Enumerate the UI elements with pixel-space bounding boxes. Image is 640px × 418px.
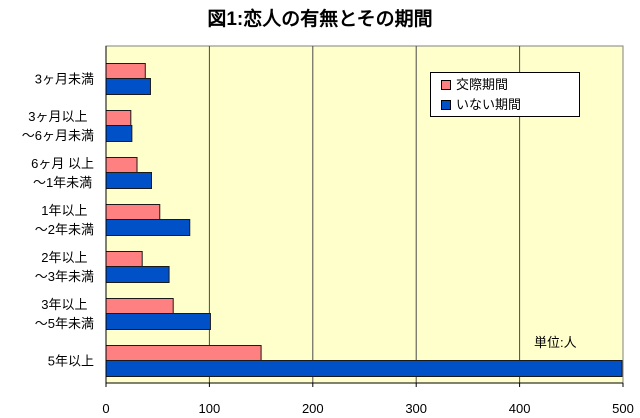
legend: 交際期間 いない期間 — [430, 72, 580, 117]
legend-item-single-period: いない期間 — [441, 96, 521, 114]
legend-label-single-period: いない期間 — [456, 97, 522, 112]
bar-dating-period-6 — [105, 345, 262, 361]
x-axis-ticks — [105, 383, 624, 387]
category-label-5: 3年以上 ～5年未満 — [34, 296, 94, 331]
category-label-3: 1年以上 ～2年未満 — [34, 202, 94, 237]
bar-dating-period-5 — [105, 298, 174, 314]
chart-title: 図1:恋人の有無とその期間 — [207, 9, 433, 30]
bar-single-period-1 — [105, 125, 133, 142]
legend-swatch-dating-period — [441, 80, 451, 90]
x-tick-label-300: 300 — [405, 401, 428, 416]
x-tick-label-100: 100 — [198, 401, 221, 416]
category-label-6: 5年以上 — [47, 353, 94, 368]
x-tick-label-0: 0 — [102, 401, 110, 416]
category-label-2: 6ヶ月 以上 ～1年未満 — [31, 155, 94, 190]
category-label-0: 3ヶ月未満 — [34, 71, 94, 86]
bar-dating-period-1 — [105, 110, 132, 126]
bar-single-period-5 — [105, 313, 211, 330]
bar-dating-period-0 — [105, 63, 146, 79]
bar-single-period-3 — [105, 219, 191, 236]
legend-item-dating-period: 交際期間 — [441, 76, 508, 94]
bar-single-period-2 — [105, 172, 152, 189]
bar-dating-period-4 — [105, 251, 143, 267]
x-tick-label-200: 200 — [301, 401, 324, 416]
bars — [105, 63, 623, 377]
legend-label-dating-period: 交際期間 — [456, 77, 509, 92]
legend-swatch-single-period — [441, 100, 451, 110]
bar-dating-period-3 — [105, 204, 161, 220]
bar-single-period-6 — [105, 360, 623, 377]
unit-annotation: 単位:人 — [534, 335, 577, 350]
x-tick-label-400: 400 — [508, 401, 531, 416]
bar-single-period-4 — [105, 266, 170, 283]
bar-dating-period-2 — [105, 157, 138, 173]
x-tick-label-500: 500 — [612, 401, 634, 416]
category-label-4: 2年以上 ～3年未満 — [34, 249, 94, 284]
category-label-1: 3ヶ月以上 ～6ヶ月未満 — [21, 108, 94, 143]
bar-single-period-0 — [105, 78, 151, 95]
